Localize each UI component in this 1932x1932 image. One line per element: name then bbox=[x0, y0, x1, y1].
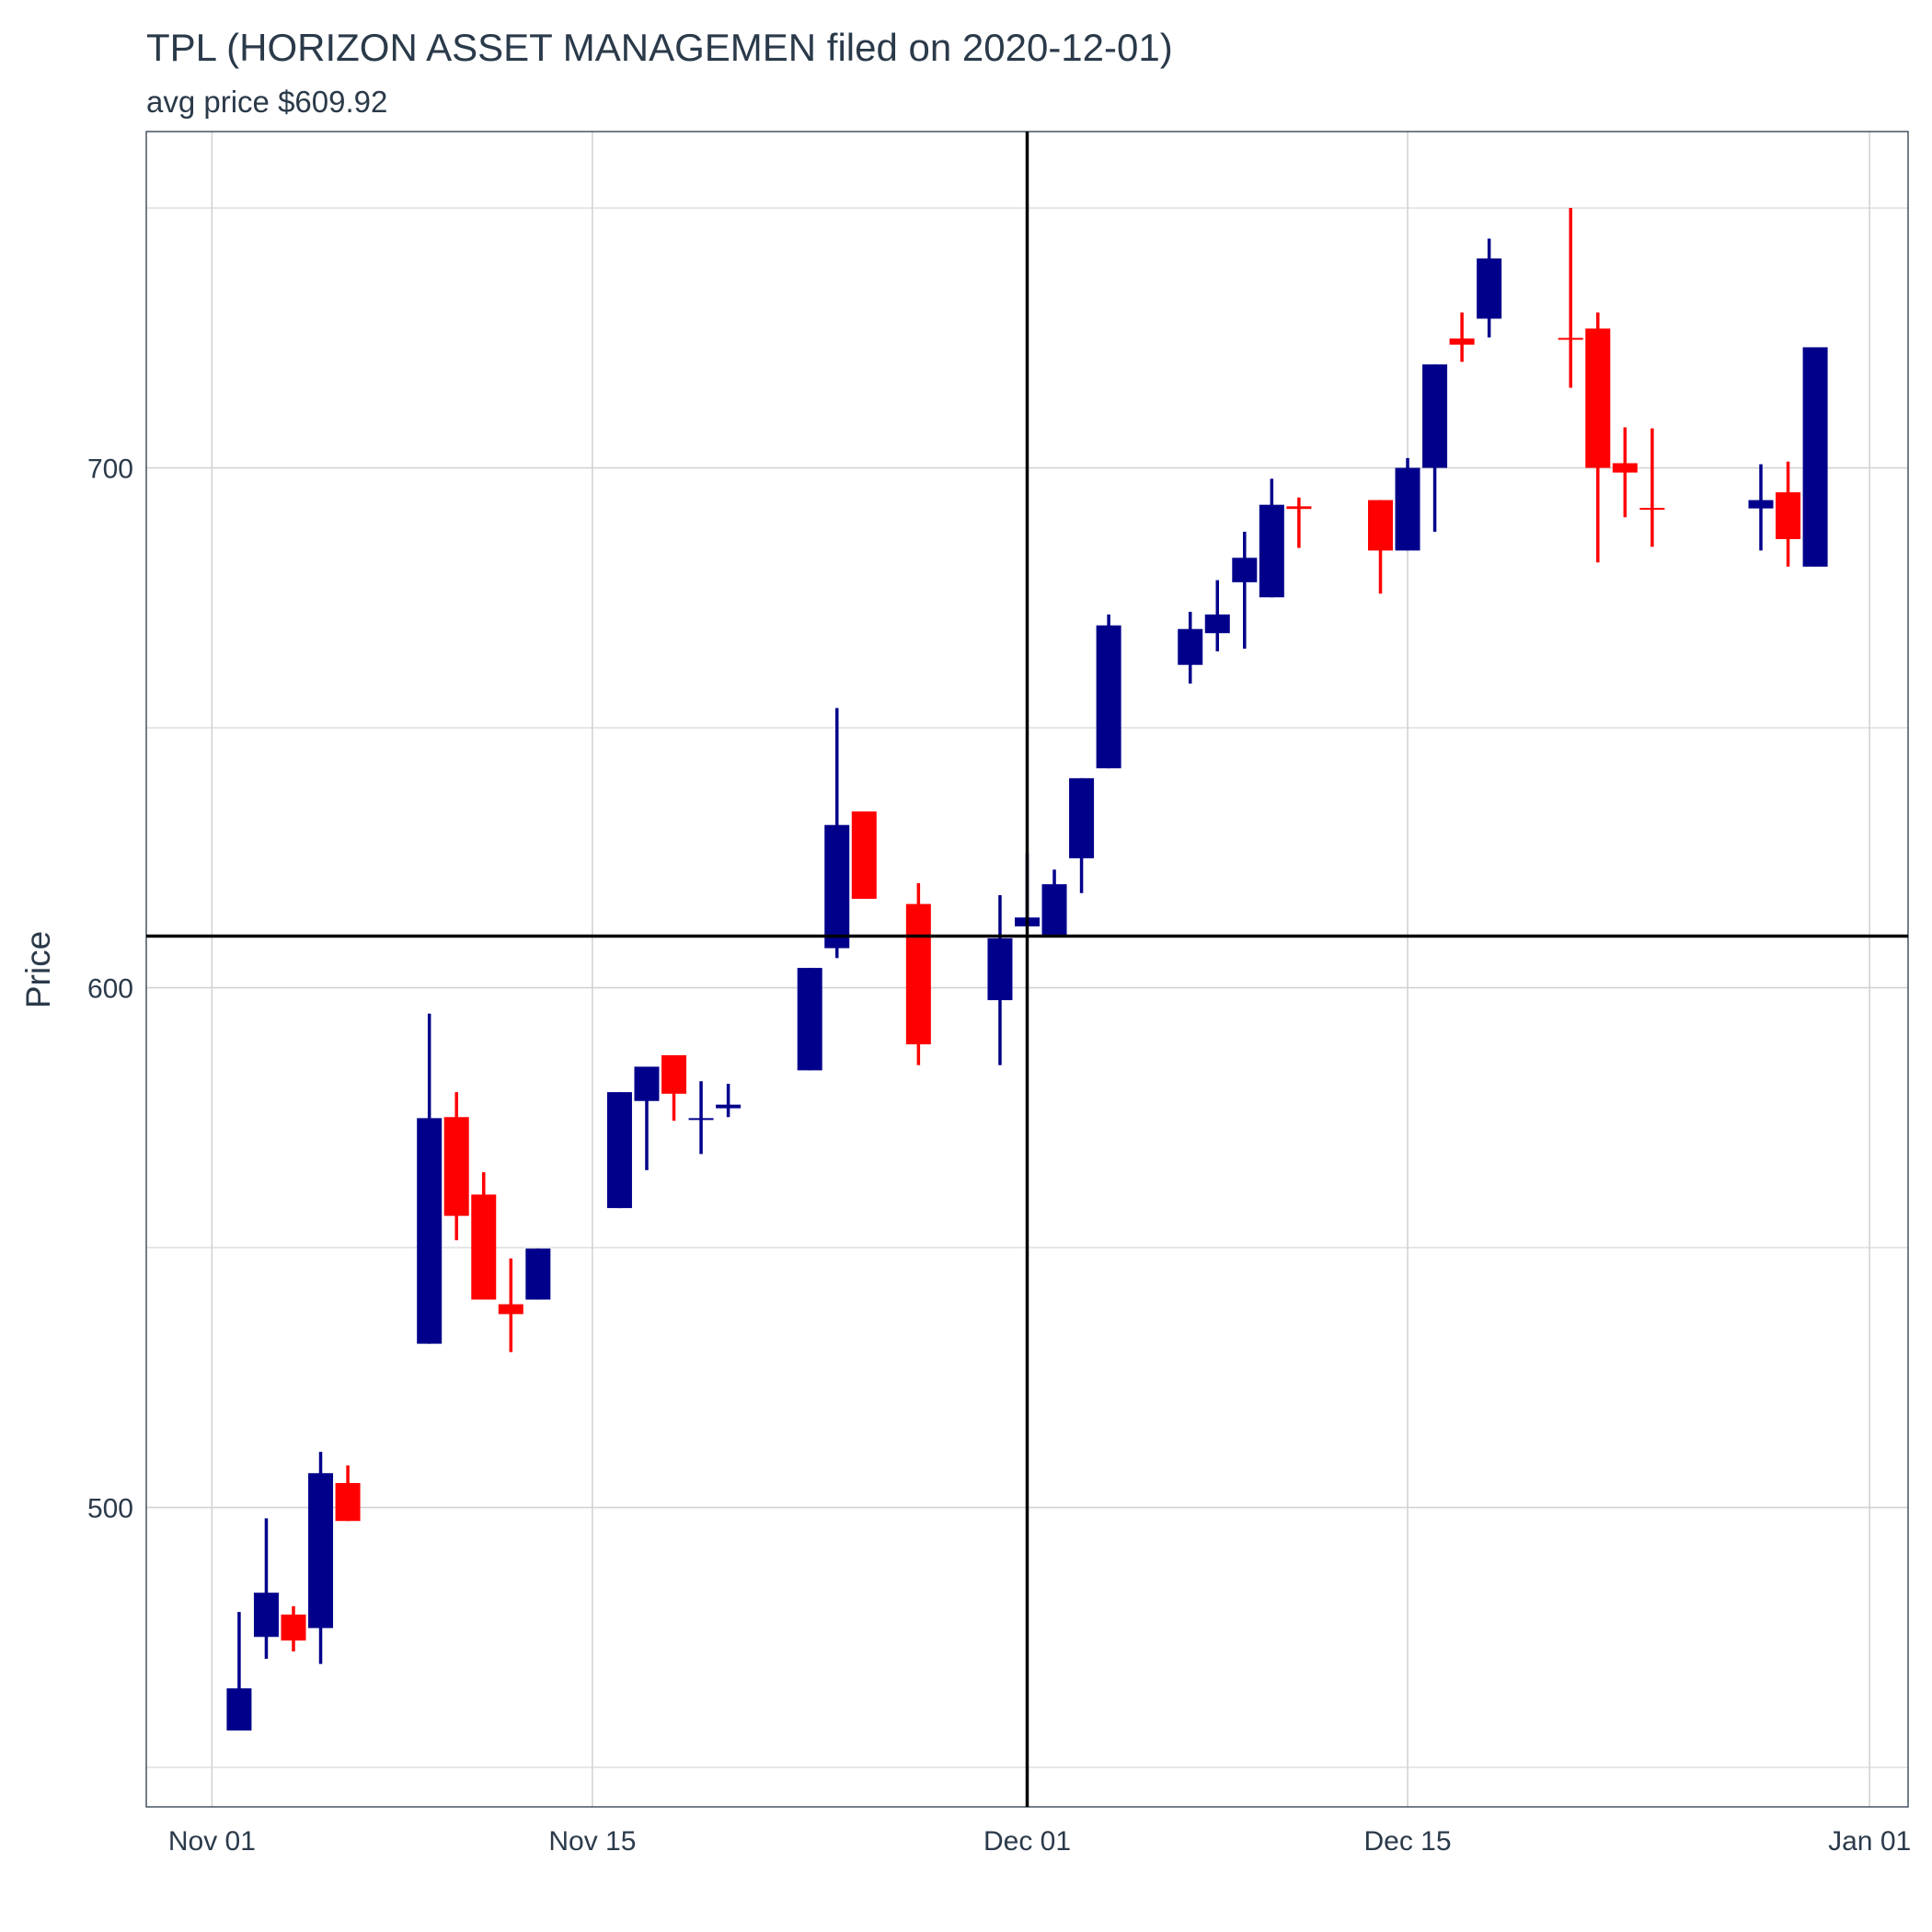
y-tick-label: 600 bbox=[87, 974, 133, 1005]
candle-body bbox=[851, 811, 877, 899]
candle-body bbox=[661, 1055, 687, 1094]
candle-body bbox=[1776, 492, 1801, 539]
candle-body bbox=[1232, 558, 1258, 582]
candle-body bbox=[1204, 614, 1230, 634]
candle-body bbox=[471, 1194, 497, 1300]
candle-body bbox=[443, 1117, 469, 1216]
x-tick-label: Nov 01 bbox=[168, 1826, 256, 1857]
candle-body bbox=[688, 1118, 714, 1121]
y-tick-label: 500 bbox=[87, 1494, 133, 1524]
candle-body bbox=[824, 824, 850, 949]
candle-body bbox=[1612, 463, 1638, 473]
candle-body bbox=[226, 1688, 252, 1731]
chart-title: TPL (HORIZON ASSET MANAGEMEN filed on 20… bbox=[146, 26, 1173, 69]
candle-body bbox=[417, 1118, 443, 1344]
candle-body bbox=[1178, 628, 1203, 665]
x-tick-label: Jan 01 bbox=[1828, 1826, 1911, 1857]
y-tick-label: 700 bbox=[87, 454, 133, 485]
candle-body bbox=[253, 1593, 279, 1638]
candle-body bbox=[525, 1248, 551, 1300]
candle-body bbox=[1367, 500, 1393, 551]
candle-body bbox=[606, 1092, 632, 1209]
chart-subtitle: avg price $609.92 bbox=[146, 85, 387, 119]
candle-body bbox=[797, 968, 822, 1071]
candle-body bbox=[335, 1483, 361, 1522]
candle-body bbox=[1096, 625, 1121, 769]
candle-body bbox=[1286, 506, 1312, 510]
candle-body bbox=[634, 1066, 660, 1101]
candle-body bbox=[1748, 500, 1774, 509]
candle-body bbox=[1802, 347, 1828, 567]
candle-body bbox=[498, 1304, 523, 1315]
candle-body bbox=[905, 903, 931, 1045]
candle-body bbox=[1422, 364, 1448, 468]
candle-body bbox=[1259, 504, 1284, 598]
candle-body bbox=[281, 1614, 306, 1641]
candle-body bbox=[716, 1104, 742, 1109]
x-tick-label: Dec 15 bbox=[1363, 1826, 1451, 1857]
candle-body bbox=[1041, 884, 1067, 935]
candle-body bbox=[1639, 508, 1665, 511]
candle-body bbox=[1477, 258, 1502, 319]
x-tick-label: Dec 01 bbox=[983, 1826, 1071, 1857]
candle-body bbox=[1585, 328, 1611, 468]
candle-body bbox=[987, 937, 1013, 1001]
candle-body bbox=[1069, 777, 1095, 858]
x-tick-label: Nov 15 bbox=[548, 1826, 636, 1857]
candle-body bbox=[1449, 338, 1475, 345]
candle-body bbox=[1395, 467, 1420, 551]
candle-body bbox=[1558, 338, 1583, 340]
candle-body bbox=[308, 1473, 334, 1628]
y-axis-title: Price bbox=[19, 931, 57, 1008]
